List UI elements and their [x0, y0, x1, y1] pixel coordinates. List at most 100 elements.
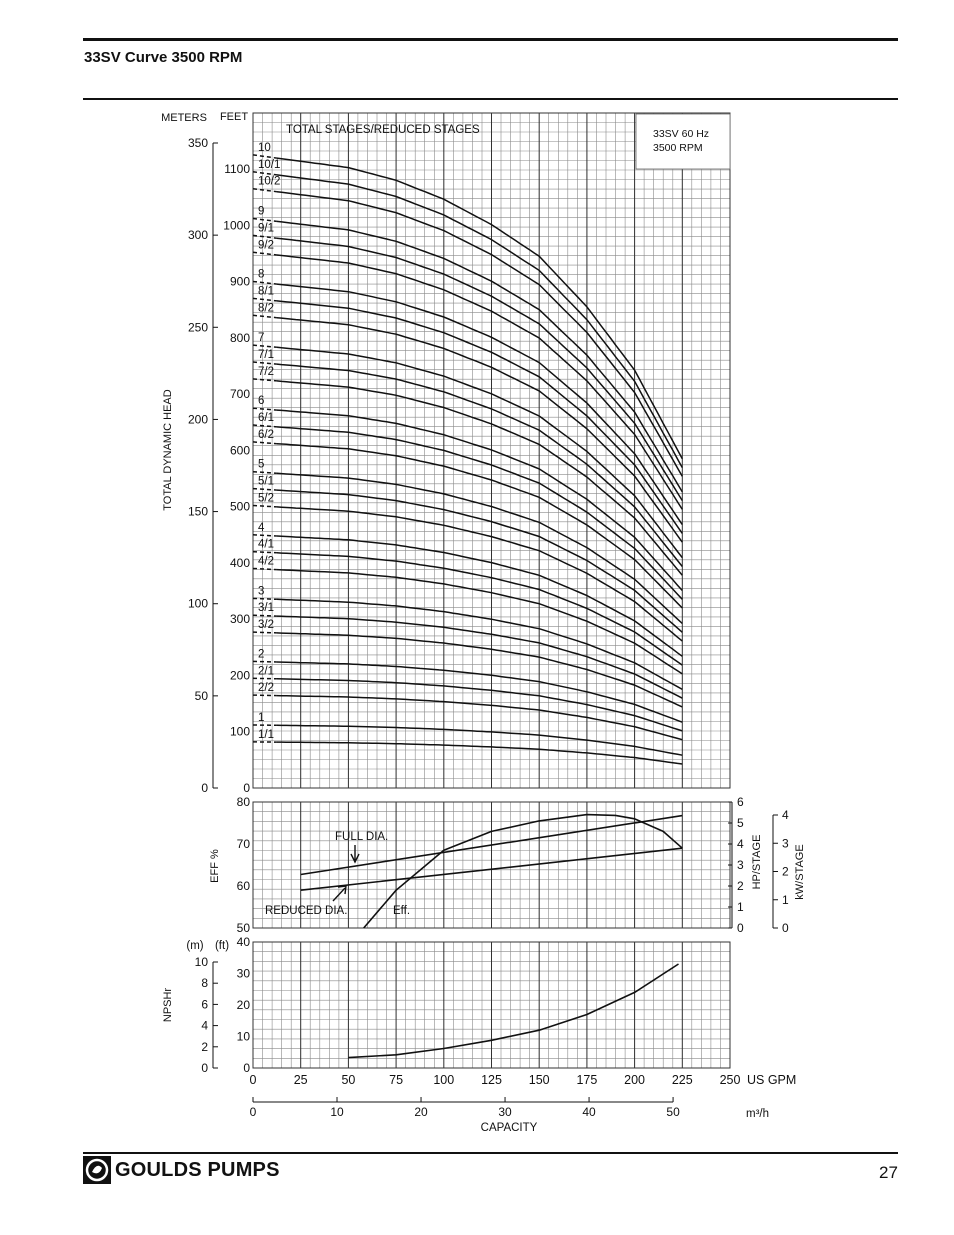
brand-name: GOULDS PUMPS: [115, 1158, 280, 1181]
npsh-m-tick-label: 4: [201, 1019, 208, 1033]
feet-tick-label: 300: [230, 612, 250, 626]
series-label: 8/1: [258, 285, 274, 297]
m3h-tick-label: 50: [666, 1105, 680, 1119]
meters-tick-label: 350: [188, 136, 208, 150]
npsh-plot-major-grid: [252, 942, 731, 1068]
series-2/2-dashed: [252, 694, 277, 697]
m3h-tick-label: 20: [414, 1105, 428, 1119]
npsh-m-unit: (m): [186, 940, 203, 952]
page-title: 33SV Curve 3500 RPM: [84, 49, 243, 66]
feet-tick-label: 500: [230, 500, 250, 514]
series-label: 2/2: [258, 682, 274, 694]
page-number: 27: [879, 1163, 898, 1182]
hp-tick-label: 6: [737, 795, 744, 809]
hp-tick-label: 1: [737, 900, 744, 914]
series-10/1-curve: [276, 174, 683, 468]
feet-tick-label: 900: [230, 275, 250, 289]
feet-tick-label: 1000: [223, 218, 250, 232]
series-8-dashed: [252, 280, 277, 285]
series-label: 9: [258, 206, 264, 218]
npsh-ft-tick-label: 30: [237, 967, 251, 981]
series-5/1-dashed: [252, 487, 277, 491]
series-7/2-curve: [276, 380, 683, 576]
series-10-dashed: [252, 154, 277, 159]
gpm-tick-label: 50: [341, 1073, 355, 1087]
series-6/1-curve: [276, 426, 683, 600]
gpm-tick-label: 175: [576, 1073, 597, 1087]
goulds-logo-icon: [83, 1156, 111, 1184]
series-label: 4: [258, 522, 265, 534]
meters-tick-label: 250: [188, 320, 208, 334]
series-label: 4/1: [258, 539, 274, 551]
meters-tick-label: 200: [188, 412, 208, 426]
full-dia-arrow: [350, 845, 360, 864]
m3h-unit-label: m³/h: [746, 1108, 769, 1120]
series-8/2-dashed: [252, 314, 277, 319]
series-9/1-curve: [276, 237, 683, 501]
hp-axis-title: HP/STAGE: [751, 835, 763, 890]
series-3/2-dashed: [252, 631, 277, 634]
series-6/2-curve: [276, 442, 683, 609]
series-10/2-curve: [276, 190, 683, 477]
kw-tick-label: 1: [782, 893, 789, 907]
feet-tick-label: 800: [230, 331, 250, 345]
series-5-dashed: [252, 470, 277, 475]
series-9-dashed: [252, 217, 277, 223]
feet-tick-label: 400: [230, 556, 250, 570]
series-7/1-dashed: [252, 361, 277, 365]
series-label: 3/1: [258, 602, 274, 614]
series-label: 4/2: [258, 556, 274, 568]
legend-rpm: 3500 RPM: [653, 142, 703, 154]
reduced-dia-arrow: [332, 885, 347, 902]
npsh-axis-title: NPSHr: [162, 988, 174, 1023]
gpm-tick-label: 125: [481, 1073, 502, 1087]
series-10-curve: [276, 157, 683, 460]
gpm-tick-label: 150: [529, 1073, 550, 1087]
series-label: 6/1: [258, 412, 274, 424]
npshr-curve: [348, 963, 679, 1059]
series-2-dashed: [252, 660, 277, 663]
series-header: TOTAL STAGES/REDUCED STAGES: [286, 124, 480, 136]
series-2/2-curve: [276, 694, 683, 741]
npsh-m-tick-label: 6: [201, 997, 208, 1011]
series-label: 9/2: [258, 239, 274, 251]
eff-curve-label: Eff.: [393, 905, 410, 917]
series-5/2-curve: [276, 506, 683, 642]
series-4-dashed: [252, 534, 277, 537]
feet-tick-label: 0: [243, 781, 250, 795]
gpm-tick-label: 100: [433, 1073, 454, 1087]
series-6/1-dashed: [252, 424, 277, 428]
kw-tick-label: 2: [782, 865, 789, 879]
series-label: 6: [258, 395, 264, 407]
footer-rule: [83, 1152, 898, 1154]
series-1-curve: [276, 724, 683, 756]
series-label: 10/1: [258, 159, 280, 171]
series-label: 10/2: [258, 176, 280, 188]
npsh-ft-tick-label: 0: [243, 1061, 250, 1075]
efficiency-curve: [363, 813, 683, 929]
hp-tick-label: 4: [737, 837, 744, 851]
top-rule: [83, 38, 898, 41]
series-6-dashed: [252, 407, 277, 411]
head-plot-frame: [252, 112, 731, 789]
series-5/1-curve: [276, 489, 683, 633]
capacity-axis-title: CAPACITY: [481, 1122, 538, 1134]
series-label: 8: [258, 269, 264, 281]
series-label: 5/2: [258, 493, 274, 505]
series-label: 2/1: [258, 665, 274, 677]
npsh-m-tick-label: 2: [201, 1040, 208, 1054]
hp-tick-label: 0: [737, 921, 744, 935]
series-4/1-dashed: [252, 550, 277, 554]
npsh-m-tick-label: 8: [201, 976, 208, 990]
eff-tick-label: 70: [237, 837, 251, 851]
series-7-dashed: [252, 344, 277, 349]
gpm-tick-label: 25: [294, 1073, 308, 1087]
series-8/1-dashed: [252, 297, 277, 302]
series-5/2-dashed: [252, 504, 277, 508]
series-10/1-dashed: [252, 171, 277, 176]
kw-tick-label: 0: [782, 921, 789, 935]
series-9/2-dashed: [252, 251, 277, 256]
gpm-tick-label: 225: [672, 1073, 693, 1087]
series-2/1-dashed: [252, 677, 277, 680]
